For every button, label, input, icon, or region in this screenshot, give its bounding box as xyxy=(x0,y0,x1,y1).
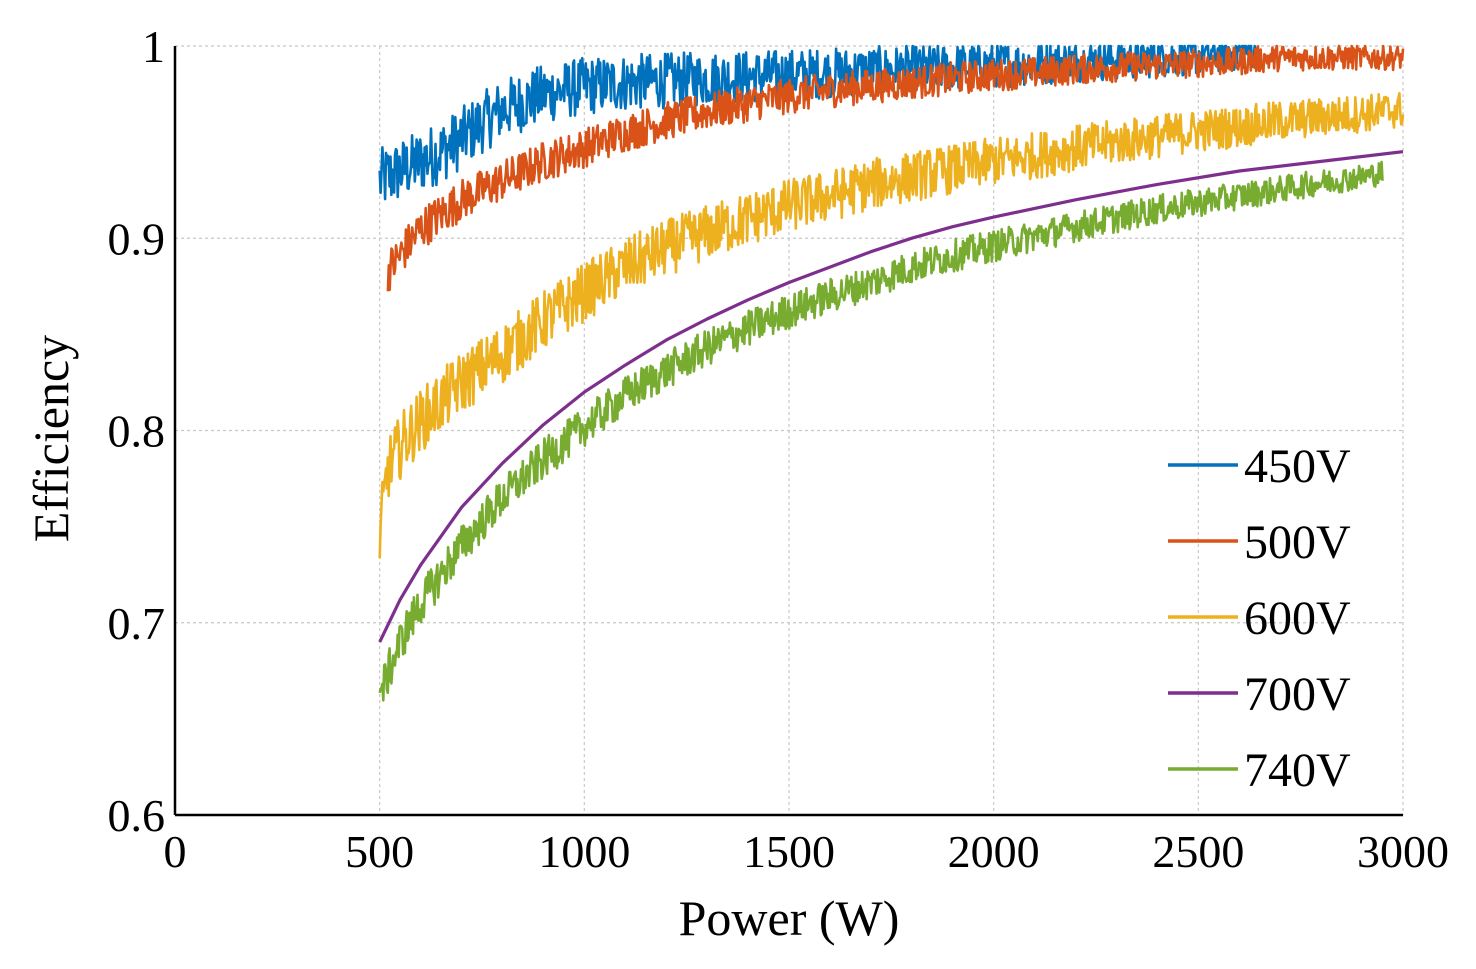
series-line-450v xyxy=(378,44,1257,201)
y-tick-label: 1 xyxy=(142,21,165,72)
legend-label-600v: 600V xyxy=(1244,592,1351,645)
grid xyxy=(175,45,1404,815)
legend: 450V 500V 600V 700V 740V xyxy=(1168,440,1351,797)
tick-labels: 0 500 1000 1500 2000 2500 3000 0.6 0.7 0.8 0.9 1 xyxy=(108,21,1450,877)
series-line-740v xyxy=(378,160,1384,702)
x-tick-label: 2500 xyxy=(1152,826,1244,877)
series-line-500v xyxy=(386,44,1405,292)
y-tick-label: 0.6 xyxy=(108,790,166,841)
x-tick-label: 1500 xyxy=(743,826,835,877)
legend-label-450v: 450V xyxy=(1244,440,1351,493)
series-line-600v xyxy=(378,92,1405,559)
y-tick-label: 0.7 xyxy=(108,598,166,649)
y-tick-label: 0.9 xyxy=(108,213,166,264)
legend-label-500v: 500V xyxy=(1244,516,1351,569)
series-line-700v xyxy=(378,150,1404,643)
y-tick-label: 0.8 xyxy=(108,406,166,457)
x-tick-label: 1000 xyxy=(538,826,630,877)
series-lines xyxy=(378,44,1405,702)
x-axis-title: Power (W) xyxy=(679,890,900,946)
x-tick-label: 500 xyxy=(345,826,414,877)
x-tick-label: 2000 xyxy=(948,826,1040,877)
axes xyxy=(173,46,1403,817)
x-tick-label: 3000 xyxy=(1357,826,1449,877)
legend-label-700v: 700V xyxy=(1244,668,1351,721)
y-axis-title: Efficiency xyxy=(23,335,79,542)
x-tick-label: 0 xyxy=(164,826,187,877)
legend-label-740v: 740V xyxy=(1244,744,1351,797)
